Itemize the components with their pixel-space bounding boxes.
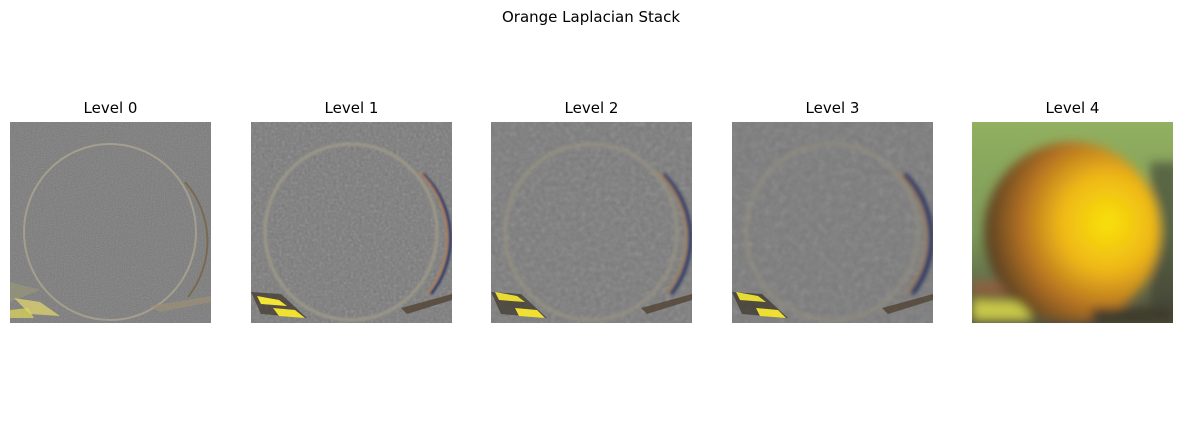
panel-level-2: Level 2 <box>491 97 692 323</box>
panel-title-level-3: Level 3 <box>805 99 860 117</box>
panel-level-4: Level 4 <box>972 97 1173 323</box>
panel-title-level-0: Level 0 <box>83 99 138 117</box>
gaussian-residual-image-level-4 <box>972 122 1173 323</box>
panel-title-level-2: Level 2 <box>564 99 619 117</box>
panel-level-0: Level 0 <box>10 97 211 323</box>
panel-title-level-1: Level 1 <box>324 99 379 117</box>
panel-title-level-4: Level 4 <box>1045 99 1100 117</box>
laplacian-image-level-0 <box>10 122 211 323</box>
laplacian-image-level-1 <box>251 122 452 323</box>
panel-level-3: Level 3 <box>732 97 933 323</box>
laplacian-image-level-2 <box>491 122 692 323</box>
figure-title: Orange Laplacian Stack <box>501 8 681 26</box>
panel-level-1: Level 1 <box>251 97 452 323</box>
laplacian-image-level-3 <box>732 122 933 323</box>
